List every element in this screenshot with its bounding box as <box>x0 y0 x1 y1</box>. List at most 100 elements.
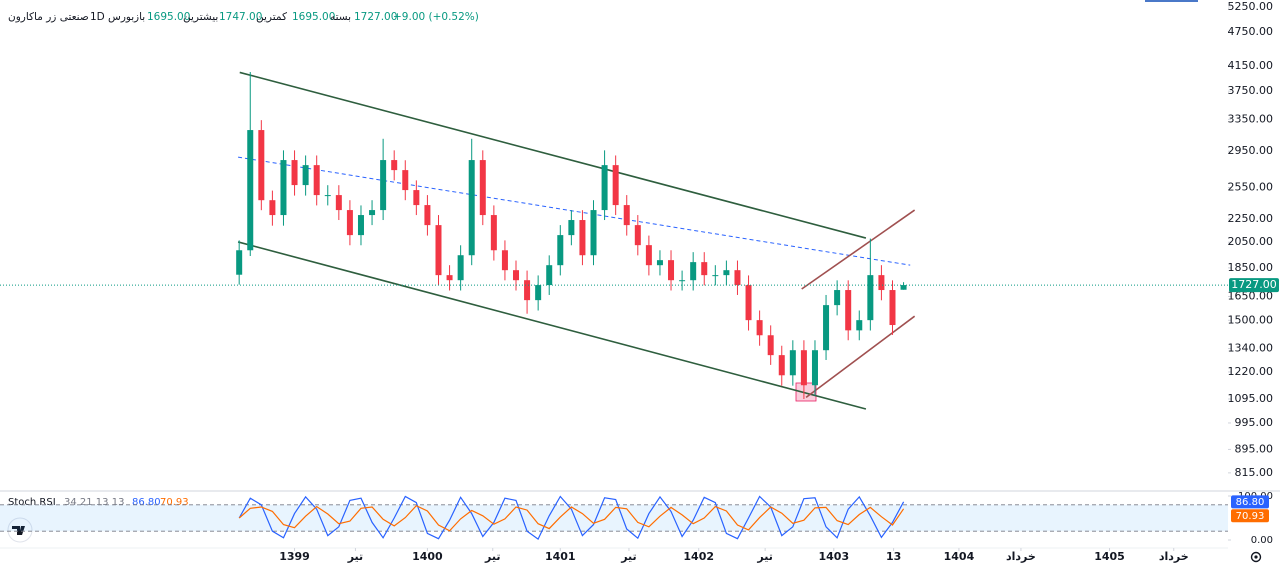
candle-body <box>601 165 608 211</box>
candle-body <box>258 130 265 201</box>
candle-body <box>712 275 719 277</box>
y-tick-label: 2950.00 <box>1228 144 1274 157</box>
candle-body <box>501 250 508 271</box>
candle-body <box>656 260 663 266</box>
candle-body <box>756 320 763 336</box>
candle-body <box>391 160 398 171</box>
trendline <box>237 156 911 266</box>
candle-body <box>856 320 863 331</box>
exchange: بورس <box>108 11 134 23</box>
symbol: صنعتی زر ماکارون <box>8 11 89 23</box>
candle-body <box>236 250 243 275</box>
candle-body <box>867 275 874 321</box>
candle-body <box>900 285 907 290</box>
trendline <box>239 71 867 239</box>
y-tick-label: 1850.00 <box>1228 261 1274 274</box>
candle-body <box>446 275 453 281</box>
candle-body <box>767 335 774 356</box>
candle-body <box>723 270 730 276</box>
last-value-label: 70.93 <box>1236 511 1265 522</box>
x-tick-label: 13 <box>886 550 901 563</box>
field-value: 1695.00 <box>292 11 335 23</box>
stoch-line <box>238 495 905 541</box>
candle-body <box>800 350 807 386</box>
candle-body <box>668 260 675 281</box>
field-value: 1727.00 <box>354 11 397 23</box>
field-value: 1747.00 <box>219 11 262 23</box>
field-label: بسته <box>330 11 351 23</box>
candle-body <box>402 170 409 191</box>
candle-body <box>346 210 353 236</box>
candle-body <box>524 280 531 301</box>
y-tick-label: 0.00 <box>1251 535 1273 546</box>
trendline <box>801 209 916 290</box>
y-tick-label: 1220.00 <box>1228 365 1274 378</box>
y-tick-label: 3350.00 <box>1228 112 1274 125</box>
x-tick-label: 1404 <box>944 550 975 563</box>
y-tick-label: 2250.00 <box>1228 212 1274 225</box>
candle-body <box>834 290 841 306</box>
candle-body <box>568 220 575 236</box>
indicator-value: 86.80 <box>132 497 161 508</box>
y-tick-label: 1340.00 <box>1228 342 1274 355</box>
field-label: بیشترین <box>183 11 218 23</box>
x-tick-label: 1403 <box>818 550 849 563</box>
candle-body <box>490 215 497 251</box>
candle-body <box>313 165 320 196</box>
candle-body <box>878 275 885 291</box>
candle-body <box>623 205 630 226</box>
candle-body <box>513 270 520 281</box>
candle-body <box>734 270 741 286</box>
x-tick-label: خرداد <box>1159 550 1189 563</box>
candle-body <box>413 190 420 206</box>
candle-body <box>701 262 708 276</box>
candle-body <box>269 200 276 216</box>
y-tick-label: 995.00 <box>1235 416 1274 429</box>
candle-body <box>479 160 486 216</box>
candle-body <box>535 285 542 301</box>
candle-body <box>324 195 331 197</box>
candle-body <box>690 262 697 281</box>
top-tab[interactable] <box>1145 0 1198 2</box>
header: صنعتی زر ماکارون 1D بورس باز 1695.00 بیش… <box>8 11 479 23</box>
field-label: کمترین <box>256 11 287 23</box>
candle-body <box>291 160 298 186</box>
field-value: 1695.00 <box>147 11 190 23</box>
last-value-box <box>1231 509 1269 523</box>
candle-body <box>357 215 364 236</box>
candle-body <box>457 255 464 281</box>
last-price-box <box>1229 278 1279 293</box>
candle-body <box>823 305 830 351</box>
indicator-value: 70.93 <box>160 497 189 508</box>
candle-body <box>590 210 597 256</box>
x-tick-label: 1402 <box>683 550 714 563</box>
last-value-box <box>1231 495 1269 509</box>
tv-logo[interactable] <box>7 517 33 543</box>
candle-body <box>634 225 641 246</box>
x-tick-label: 1405 <box>1094 550 1125 563</box>
candle-body <box>745 285 752 321</box>
candle-body <box>645 245 652 266</box>
indicator-legend: Stoch RSI 34 21 13 13 86.80 70.93 <box>8 497 189 508</box>
candle-body <box>845 290 852 331</box>
candle-body <box>247 130 254 251</box>
candle-body <box>302 165 309 186</box>
interval: 1D <box>90 11 105 23</box>
change: +9.00 (+0.52%) <box>393 11 479 23</box>
y-tick-label: 2550.00 <box>1228 181 1274 194</box>
x-tick-label: خرداد <box>1006 550 1036 563</box>
x-tick-label: 1399 <box>279 550 310 563</box>
settings-icon[interactable] <box>1250 551 1262 563</box>
x-tick-label: تیر <box>484 550 500 563</box>
x-tick-label: 1400 <box>412 550 443 563</box>
y-tick-label: 4750.00 <box>1228 25 1274 38</box>
last-price-label: 1727.00 <box>1231 278 1277 291</box>
candle-body <box>424 205 431 226</box>
x-tick-label: تیر <box>347 550 363 563</box>
candle-body <box>557 235 564 266</box>
y-tick-label: 1500.00 <box>1228 313 1274 326</box>
last-value-label: 86.80 <box>1236 497 1265 508</box>
y-tick-label: 895.00 <box>1235 442 1274 455</box>
indicator-name: Stoch RSI <box>8 497 56 508</box>
